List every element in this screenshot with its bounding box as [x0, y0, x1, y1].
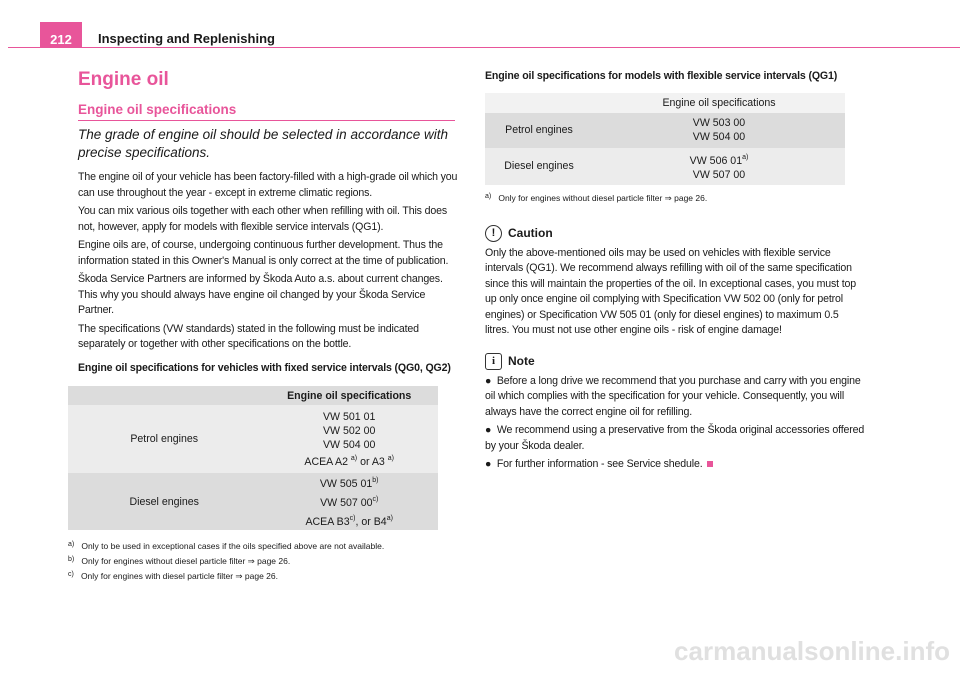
table2-caption: Engine oil specifications for models wit…	[485, 70, 838, 82]
list-item: ● For further information - see Service …	[485, 457, 865, 473]
row-label: Petrol engines	[505, 124, 573, 136]
end-marker-icon	[706, 461, 713, 467]
footnote: a) Only for engines without diesel parti…	[485, 192, 708, 203]
list-item: ● We recommend using a preservative from…	[485, 424, 865, 452]
footnotes: a) Only to be used in exceptional cases …	[68, 541, 385, 581]
row-value: VW 503 00 VW 504 00	[692, 117, 746, 143]
row-label: Diesel engines	[504, 160, 574, 172]
list-item: ● Before a long drive we recommend that …	[485, 374, 861, 418]
paragraph: You can mix various oils together with e…	[78, 205, 447, 233]
row-label: Diesel engines	[129, 495, 199, 508]
page-number: 212	[40, 22, 82, 48]
table-fixed-intervals: Engine oil specifications Petrol engines…	[68, 386, 438, 530]
page-header: 212 Inspecting and Replenishing	[8, 22, 960, 48]
section-title: Inspecting and Replenishing	[98, 31, 275, 46]
row-label: Petrol engines	[130, 433, 199, 445]
paragraph: The specifications (VW standards) stated…	[78, 322, 419, 351]
row-value: VW 501 01 VW 502 00 VW 504 00 ACEA A2 a) or…	[304, 410, 394, 468]
paragraph: Škoda Service Partners are informed by Š…	[78, 273, 443, 316]
table-row: Diesel engines VW 506 01a) VW 507 00	[485, 147, 845, 185]
table-header: Engine oil specifications	[662, 96, 776, 109]
table-header: Engine oil specifications	[287, 389, 412, 402]
paragraph: The engine oil of your vehicle has been …	[78, 171, 458, 199]
row-value: VW 505 01b) VW 507 00c) ACEA B3c), or B4a)	[305, 477, 393, 528]
page-title: Engine oil	[78, 69, 169, 90]
table-flexible-intervals: Engine oil specifications Petrol engines…	[485, 92, 845, 185]
caution-text: Only the above-mentioned oils may be use…	[485, 246, 857, 337]
table1-caption: Engine oil specifications for vehicles w…	[78, 361, 451, 374]
table-row: Petrol engines VW 501 01 VW 502 00 VW 504 …	[68, 405, 438, 473]
note-list: ● Before a long drive we recommend that …	[485, 374, 865, 473]
caution-heading: ! Caution	[485, 224, 865, 242]
subtitle: Engine oil specifications	[78, 102, 455, 121]
table-row: Petrol engines VW 503 00 VW 504 00	[485, 112, 845, 148]
lead-text: The grade of engine oil should be select…	[78, 127, 448, 160]
caution-icon: !	[485, 224, 502, 242]
right-column: Engine oil specifications for models wit…	[485, 69, 865, 473]
table-row: Diesel engines VW 505 01b) VW 507 00c) ACE…	[68, 473, 438, 530]
left-column: Engine oil Engine oil specifications The…	[68, 68, 463, 583]
watermark: carmanualsonline.info	[674, 636, 950, 666]
info-icon: i	[485, 352, 502, 370]
paragraph: Engine oils are, of course, undergoing c…	[78, 239, 449, 267]
row-value: VW 506 01a) VW 507 00	[689, 153, 749, 181]
note-heading: i Note	[485, 352, 865, 370]
